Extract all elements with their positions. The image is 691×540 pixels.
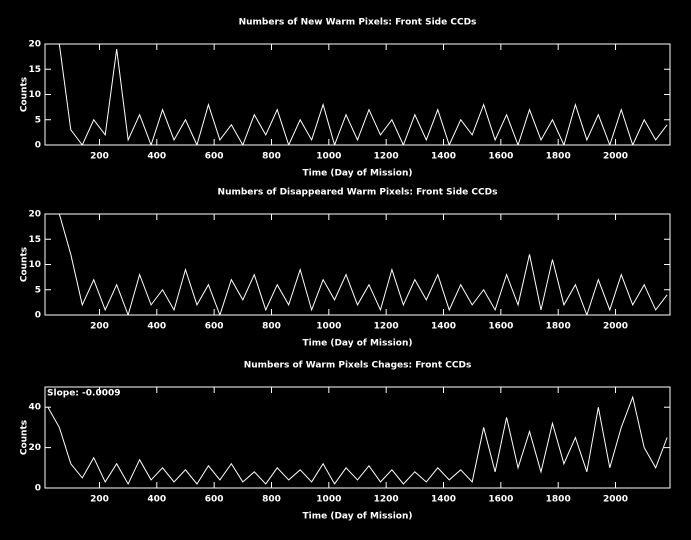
x-tick-label: 1800 <box>546 322 571 332</box>
y-tick-label: 0 <box>35 311 41 321</box>
x-tick-label: 1000 <box>316 495 341 505</box>
x-axis-label: Time (Day of Mission) <box>303 169 413 179</box>
y-axis-label: Counts <box>20 420 30 455</box>
data-line <box>47 214 668 315</box>
x-tick-label: 2000 <box>603 152 628 162</box>
x-tick-label: 800 <box>262 152 281 162</box>
x-tick-label: 200 <box>90 322 109 332</box>
x-tick-label: 1200 <box>374 152 399 162</box>
x-tick-label: 1000 <box>316 322 341 332</box>
x-axis-label: Time (Day of Mission) <box>303 512 413 522</box>
x-tick-label: 1600 <box>488 495 513 505</box>
x-tick-label: 1400 <box>431 322 456 332</box>
plot-frame <box>44 386 671 489</box>
chart-title: Numbers of Disappeared Warm Pixels: Fron… <box>218 188 498 198</box>
x-tick-label: 2000 <box>603 322 628 332</box>
x-axis-label: Time (Day of Mission) <box>303 339 413 349</box>
y-tick-label: 5 <box>35 285 41 295</box>
y-tick-label: 40 <box>28 403 41 413</box>
x-tick-label: 1600 <box>488 152 513 162</box>
data-line <box>47 44 668 145</box>
plot-area <box>47 44 668 145</box>
x-tick-label: 1000 <box>316 152 341 162</box>
x-tick-label: 1200 <box>374 322 399 332</box>
x-tick-label: 600 <box>205 152 224 162</box>
annotation: Slope: -0.0009 <box>47 389 121 399</box>
plot-frame <box>44 43 671 146</box>
x-tick-label: 400 <box>147 495 166 505</box>
y-tick-label: 5 <box>35 115 41 125</box>
x-tick-label: 600 <box>205 495 224 505</box>
y-tick-label: 10 <box>28 260 41 270</box>
x-tick-label: 200 <box>90 152 109 162</box>
x-tick-label: 400 <box>147 152 166 162</box>
x-tick-label: 400 <box>147 322 166 332</box>
y-tick-label: 0 <box>35 141 41 151</box>
y-tick-label: 15 <box>28 235 41 245</box>
x-tick-label: 800 <box>262 495 281 505</box>
x-tick-label: 2000 <box>603 495 628 505</box>
y-tick-label: 15 <box>28 65 41 75</box>
x-tick-label: 800 <box>262 322 281 332</box>
x-tick-label: 600 <box>205 322 224 332</box>
y-axis-label: Counts <box>20 247 30 282</box>
y-tick-label: 20 <box>28 40 41 50</box>
plot-frame <box>44 213 671 316</box>
y-tick-label: 20 <box>28 210 41 220</box>
x-tick-label: 1400 <box>431 495 456 505</box>
x-tick-label: 1400 <box>431 152 456 162</box>
chart-title: Numbers of Warm Pixels Chages: Front CCD… <box>244 361 472 371</box>
y-tick-label: 10 <box>28 90 41 100</box>
x-tick-label: 200 <box>90 495 109 505</box>
x-tick-label: 1800 <box>546 495 571 505</box>
x-tick-label: 1600 <box>488 322 513 332</box>
chart-title: Numbers of New Warm Pixels: Front Side C… <box>239 18 477 28</box>
y-tick-label: 0 <box>35 484 41 494</box>
data-line <box>47 395 668 486</box>
plot-area <box>47 214 668 315</box>
y-tick-label: 20 <box>28 443 41 453</box>
x-tick-label: 1200 <box>374 495 399 505</box>
x-tick-label: 1800 <box>546 152 571 162</box>
plot-area <box>47 395 668 486</box>
y-axis-label: Counts <box>20 77 30 112</box>
